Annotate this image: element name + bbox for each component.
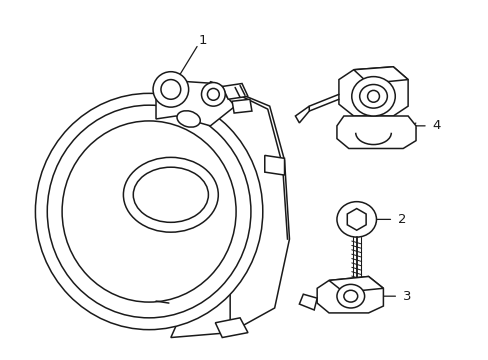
Polygon shape: [338, 67, 407, 116]
Polygon shape: [222, 84, 247, 99]
Text: 3: 3: [402, 290, 411, 303]
Polygon shape: [264, 156, 284, 175]
Ellipse shape: [359, 85, 386, 108]
Ellipse shape: [201, 82, 225, 106]
Ellipse shape: [47, 105, 250, 318]
Polygon shape: [328, 276, 383, 292]
Polygon shape: [346, 208, 366, 230]
Polygon shape: [295, 106, 308, 123]
Ellipse shape: [177, 111, 200, 127]
Text: 1: 1: [198, 34, 206, 47]
Polygon shape: [215, 318, 247, 338]
Ellipse shape: [62, 121, 236, 302]
Polygon shape: [156, 82, 235, 126]
Polygon shape: [353, 67, 407, 84]
Ellipse shape: [35, 93, 262, 330]
Polygon shape: [170, 82, 289, 338]
Ellipse shape: [343, 290, 357, 302]
Ellipse shape: [336, 202, 376, 237]
Ellipse shape: [351, 77, 394, 116]
Ellipse shape: [336, 284, 364, 308]
Ellipse shape: [153, 72, 188, 107]
Text: 2: 2: [397, 213, 406, 226]
Polygon shape: [232, 99, 251, 113]
Ellipse shape: [133, 167, 208, 222]
Polygon shape: [299, 294, 317, 310]
Ellipse shape: [367, 90, 379, 102]
Polygon shape: [336, 116, 415, 148]
Ellipse shape: [207, 89, 219, 100]
Ellipse shape: [161, 80, 181, 99]
Polygon shape: [317, 276, 383, 313]
Text: 4: 4: [432, 120, 440, 132]
Ellipse shape: [123, 157, 218, 232]
